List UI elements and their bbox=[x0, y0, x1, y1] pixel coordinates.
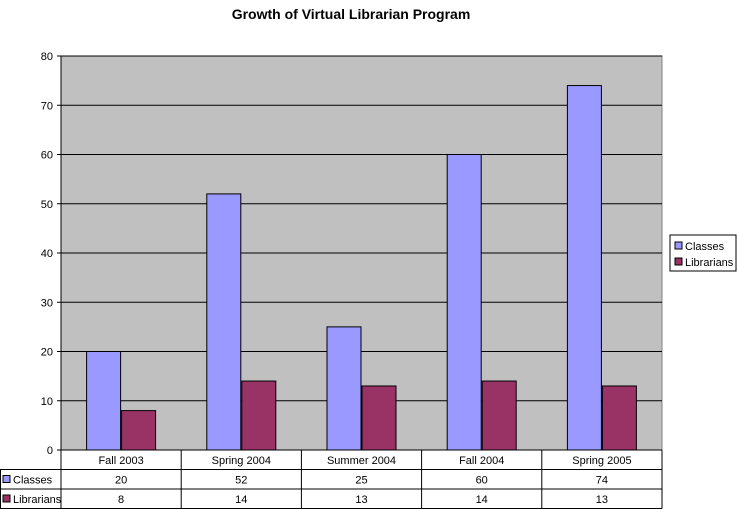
bar-librarians-2 bbox=[361, 385, 397, 451]
x-tick-label: Fall 2004 bbox=[459, 455, 504, 467]
x-tick-label: Fall 2003 bbox=[98, 455, 143, 467]
bar-classes-2 bbox=[326, 326, 362, 451]
y-tick-label: 80 bbox=[41, 51, 53, 63]
bar-librarians-1 bbox=[241, 380, 277, 451]
bar-classes-4 bbox=[566, 85, 602, 451]
table-value: 52 bbox=[235, 475, 247, 487]
data-table: Fall 2003 Spring 2004 Summer 2004 Fall 2004… bbox=[0, 449, 663, 509]
legend-label: Classes bbox=[685, 241, 725, 253]
legend-swatch-librarians bbox=[674, 257, 683, 266]
y-tick-label: 50 bbox=[41, 199, 53, 211]
table-value: 25 bbox=[355, 475, 367, 487]
bar-librarians-0 bbox=[121, 410, 157, 451]
bar-classes-1 bbox=[206, 193, 242, 451]
y-tick-label: 30 bbox=[41, 297, 53, 309]
table-value: 74 bbox=[596, 475, 608, 487]
x-tick-label: Summer 2004 bbox=[327, 455, 396, 467]
table-value: 13 bbox=[355, 494, 367, 506]
bar-librarians-3 bbox=[481, 380, 517, 451]
table-value: 14 bbox=[235, 494, 247, 506]
table-row-label: Librarians bbox=[13, 494, 62, 506]
table-value: 13 bbox=[596, 494, 608, 506]
x-tick-label: Spring 2004 bbox=[212, 455, 271, 467]
table-value: 8 bbox=[118, 494, 124, 506]
legend-swatch-classes bbox=[674, 241, 683, 250]
y-tick-label: 20 bbox=[41, 347, 53, 359]
table-value: 60 bbox=[476, 475, 488, 487]
table-row-label: Classes bbox=[13, 475, 53, 487]
table-legend-key-classes bbox=[2, 475, 11, 483]
y-tick-label: 0 bbox=[47, 445, 53, 457]
table-legend-key-librarians bbox=[2, 494, 11, 503]
bar-classes-3 bbox=[446, 154, 482, 451]
bar-classes-0 bbox=[86, 351, 122, 451]
chart-title: Growth of Virtual Librarian Program bbox=[232, 6, 471, 22]
y-tick-label: 40 bbox=[41, 248, 53, 260]
legend: Classes Librarians bbox=[669, 234, 737, 272]
table-value: 20 bbox=[115, 475, 127, 487]
y-tick-label: 10 bbox=[41, 396, 53, 408]
legend-label: Librarians bbox=[685, 257, 734, 269]
x-tick-label: Spring 2005 bbox=[572, 455, 631, 467]
y-tick-label: 70 bbox=[41, 100, 53, 112]
bars bbox=[86, 85, 637, 451]
y-axis: 0 10 20 30 40 50 60 70 80 bbox=[41, 51, 62, 457]
bar-librarians-4 bbox=[601, 385, 637, 451]
y-tick-label: 60 bbox=[41, 150, 53, 162]
table-value: 14 bbox=[476, 494, 488, 506]
